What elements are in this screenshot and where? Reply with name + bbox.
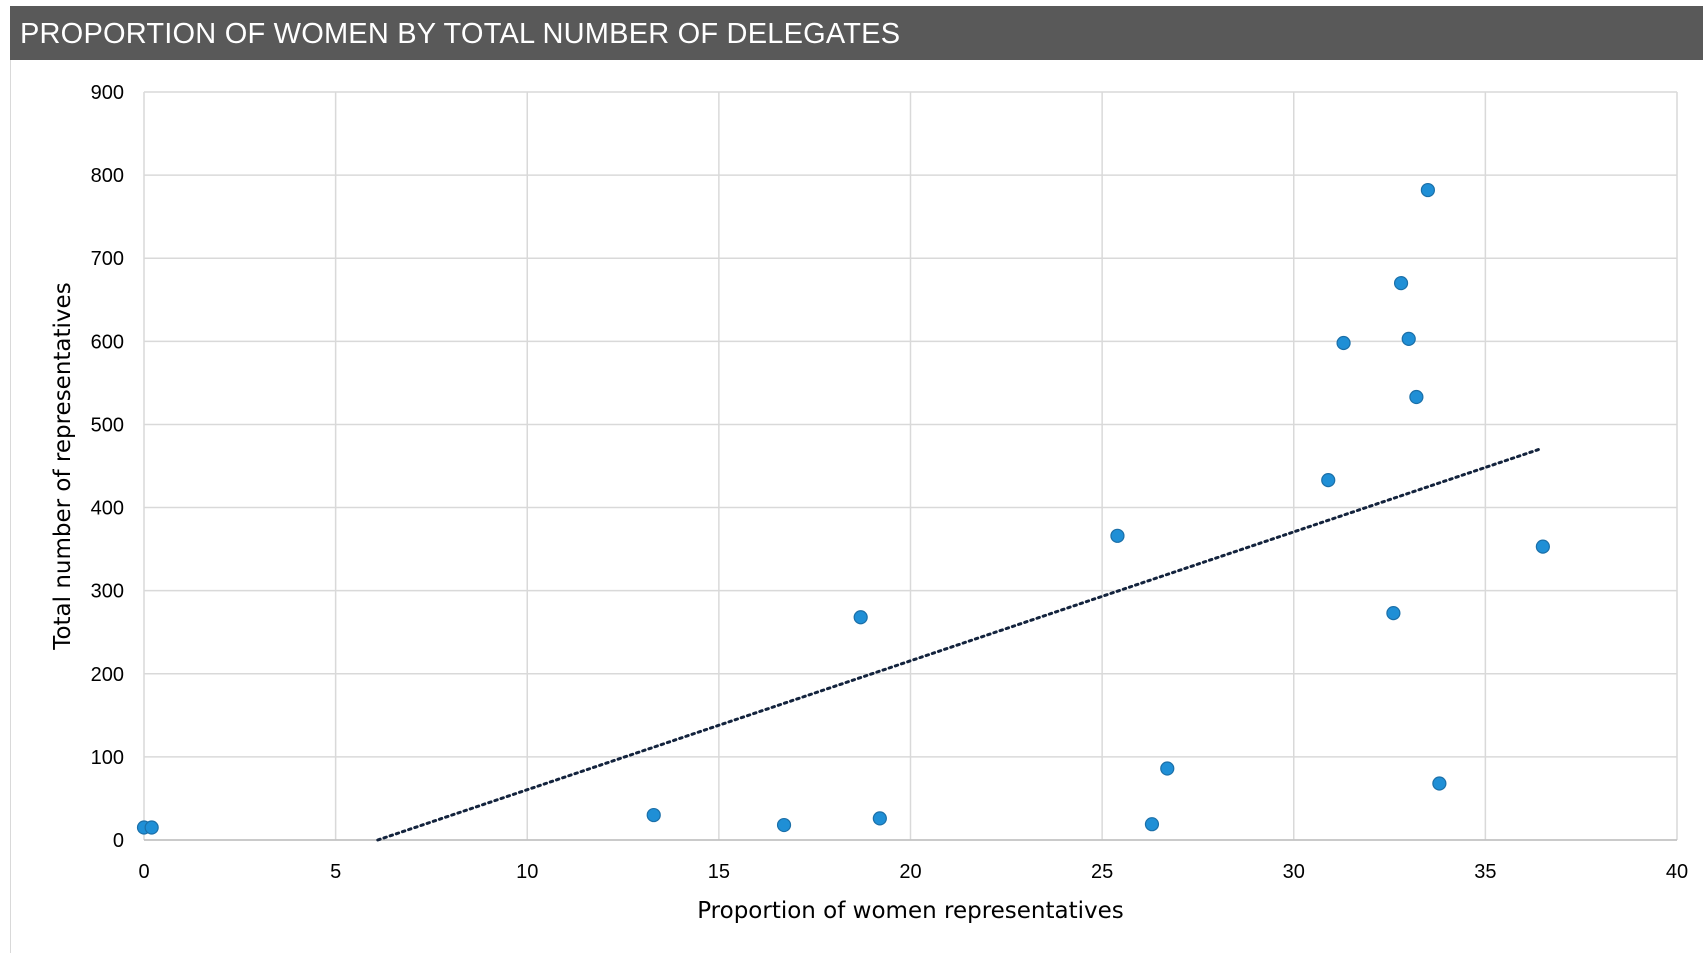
y-axis-ticks: 0 100 200 300 400 500 600 700 800 900 bbox=[91, 82, 124, 852]
data-point bbox=[1110, 528, 1125, 543]
trendline bbox=[376, 447, 1541, 842]
y-tick-label: 400 bbox=[91, 498, 124, 520]
data-point bbox=[776, 817, 792, 833]
data-point bbox=[1535, 539, 1550, 554]
x-tick-label: 20 bbox=[899, 861, 921, 883]
x-tick-label: 10 bbox=[516, 861, 538, 883]
data-point bbox=[1336, 335, 1351, 351]
frame-left-border bbox=[10, 60, 11, 953]
y-tick-label: 600 bbox=[91, 331, 124, 353]
x-tick-label: 30 bbox=[1283, 861, 1305, 883]
data-point bbox=[853, 610, 868, 625]
chart-title: PROPORTION OF WOMEN BY TOTAL NUMBER OF D… bbox=[20, 18, 901, 50]
trendline-group bbox=[376, 447, 1541, 842]
y-tick-label: 800 bbox=[91, 165, 124, 187]
x-tick-label: 15 bbox=[708, 861, 730, 883]
x-axis-label: Proportion of women representatives bbox=[697, 898, 1124, 924]
data-point bbox=[646, 807, 661, 823]
y-tick-label: 900 bbox=[91, 82, 124, 104]
y-tick-label: 700 bbox=[91, 248, 124, 270]
chart-frame: PROPORTION OF WOMEN BY TOTAL NUMBER OF D… bbox=[10, 6, 1703, 953]
data-point bbox=[1401, 331, 1416, 346]
data-point bbox=[1432, 776, 1447, 791]
y-tick-label: 100 bbox=[91, 747, 124, 769]
x-tick-label: 35 bbox=[1474, 861, 1496, 883]
grid-lines bbox=[143, 91, 1678, 841]
y-tick-label: 500 bbox=[91, 414, 124, 436]
x-axis-ticks: 0 5 10 15 20 25 30 35 40 bbox=[138, 861, 1688, 883]
y-tick-label: 0 bbox=[113, 830, 124, 852]
data-point bbox=[1420, 182, 1435, 198]
data-point bbox=[1160, 761, 1175, 776]
x-tick-label: 0 bbox=[138, 861, 149, 883]
y-tick-label: 300 bbox=[91, 581, 124, 603]
y-tick-label: 200 bbox=[91, 664, 124, 686]
y-axis-label: Total number of representatives bbox=[50, 282, 76, 650]
data-point bbox=[1409, 389, 1424, 405]
data-point bbox=[1393, 276, 1409, 291]
x-tick-label: 5 bbox=[330, 861, 341, 883]
data-point bbox=[1321, 473, 1336, 488]
data-point bbox=[872, 811, 887, 826]
data-point bbox=[1144, 817, 1160, 832]
data-point bbox=[1386, 606, 1401, 621]
x-tick-label: 25 bbox=[1091, 861, 1113, 883]
data-points bbox=[136, 182, 1550, 835]
data-point bbox=[144, 820, 159, 835]
chart-header: PROPORTION OF WOMEN BY TOTAL NUMBER OF D… bbox=[10, 6, 1703, 60]
x-tick-label: 40 bbox=[1666, 861, 1688, 883]
